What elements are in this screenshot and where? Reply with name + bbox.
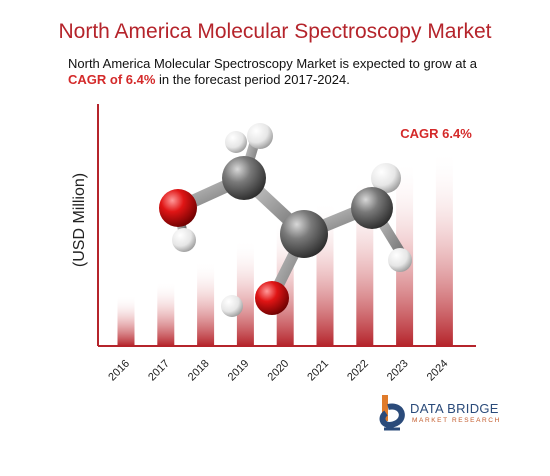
subtitle-text: North America Molecular Spectroscopy Mar… (68, 56, 477, 71)
x-tick-labels: 2016 2017 2018 2019 2020 2021 2022 2023 2024 (106, 358, 450, 384)
x-tick-label-2021: 2021 (305, 358, 331, 384)
x-tick-label-2017: 2017 (146, 358, 172, 384)
bar-2019 (236, 240, 254, 346)
chart-title: North America Molecular Spectroscopy Mar… (58, 20, 492, 43)
bar-2018 (197, 261, 215, 346)
x-tick-label-2024: 2024 (425, 358, 451, 384)
x-tick-label-2022: 2022 (345, 358, 371, 384)
brand-logo: DATA BRIDGE MARKET RESEARCH (378, 393, 508, 437)
molecule-illustration (159, 123, 412, 317)
x-tick-label-2020: 2020 (266, 358, 292, 384)
x-tick-label-2016: 2016 (106, 358, 132, 384)
x-tick-label-2019: 2019 (226, 358, 252, 384)
x-tick-label-2018: 2018 (186, 358, 212, 384)
subtitle-cagr-highlight: CAGR of 6.4% (68, 72, 156, 87)
subtitle-text-end: in the forecast period 2017-2024. (155, 72, 350, 87)
x-tick-label-2023: 2023 (385, 358, 411, 384)
brand-logo-icon (379, 395, 405, 431)
bar-2024 (435, 150, 453, 346)
brand-tagline: MARKET RESEARCH (412, 417, 501, 424)
cagr-annotation: CAGR 6.4% (400, 126, 472, 141)
chart-subtitle: North America Molecular Spectroscopy Mar… (68, 56, 498, 88)
brand-name: DATA BRIDGE (410, 401, 499, 416)
bar-2016 (117, 295, 135, 346)
bar-2017 (157, 281, 175, 346)
y-axis-label: (USD Million) (71, 173, 88, 267)
